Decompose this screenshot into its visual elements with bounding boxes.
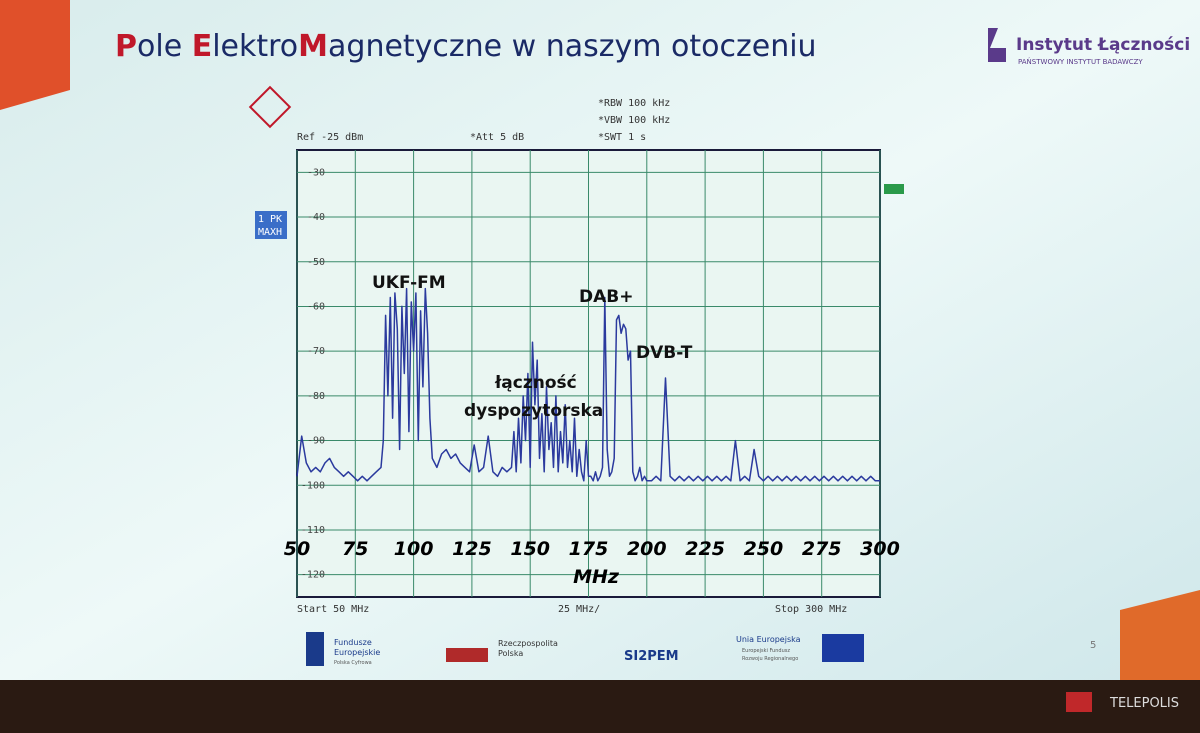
footer-logo: Rzeczpospolita [498,639,558,648]
plot: -30 -40 -50 -60 -70 -80 -90 -100 -110 -120 50 75 100… [284,149,900,598]
fe-logo [306,632,324,666]
y-tick-label: -60 [307,301,325,312]
corner [1120,590,1200,680]
side-label: 1 PK [258,214,282,225]
header: *VBW 100 kHz [598,115,670,126]
x-tick-label: 50 [284,538,310,560]
footer-logo: SI2PEM [624,649,679,664]
footer-logo: Fundusze [334,638,372,647]
room [0,680,1200,733]
title-part: P [115,29,137,64]
y-tick-label: -120 [301,570,325,581]
footer: 25 MHz/ [558,604,600,615]
header: Ref -25 dBm [297,132,363,143]
footer-logo: Europejskie [334,648,380,657]
title-part: ole [137,29,192,64]
y-tick-label: -110 [301,525,325,536]
annotation: dyspozytorska [464,401,603,421]
footer-logo: Unia Europejska [736,635,801,644]
eu-flag [822,634,864,662]
footer-logo: Polska [498,649,523,658]
pl-flag [446,648,488,662]
x-tick-label: 175 [569,538,609,560]
header: *RBW 100 kHz [598,98,670,109]
x-tick-label: 75 [342,538,368,560]
annotation: łączność [494,373,577,393]
footer-logo: Rozwoju Regionalnego [742,656,798,662]
x-tick-label: 225 [685,538,725,560]
rs-logo [248,85,292,129]
y-tick-label: -70 [307,346,325,357]
annotation: DVB-T [636,343,693,363]
title-part: agnetyczne w naszym otoczeniu [328,29,817,64]
title-part: M [298,29,328,64]
marker-box [884,184,904,194]
y-tick-label: -30 [307,167,325,178]
x-tick-label: 125 [452,538,492,560]
y-tick-label: -50 [307,257,325,268]
x-tick-label: 275 [802,538,842,560]
watermark-icon [1066,692,1092,712]
x-tick-label: 250 [744,538,784,560]
x-tick-label: 150 [510,538,550,560]
annotation: UKF-FM [372,273,446,293]
watermark: TELEPOLIS [1109,696,1179,711]
spectrum-trace [296,287,880,482]
header: *Att 5 dB [470,132,524,143]
slide-title: Pole ElektroMagnetyczne w naszym otoczen… [115,29,817,64]
page-number: 5 [1090,640,1096,651]
logo-sub: PAŃSTWOWY INSTYTUT BADAWCZY [1018,57,1143,66]
corner [0,0,70,110]
x-tick-label: 200 [627,538,667,560]
logo-text: Instytut Łączności [1016,35,1190,55]
y-tick-label: -80 [307,391,325,402]
y-tick-label: -100 [301,480,325,491]
header: *SWT 1 s [598,132,646,143]
title-part: E [192,29,213,64]
side-box [255,211,287,239]
side-label: MAXH [258,227,282,238]
footer-logo: Polska Cyfrowa [334,660,372,666]
logo-icon [988,28,1006,62]
y-tick-label: -90 [307,436,325,447]
y-tick-label: -40 [307,212,325,223]
footer: Stop 300 MHz [775,604,847,615]
annotation: DAB+ [579,287,633,307]
x-axis-label: MHz [573,566,620,588]
x-tick-label: 100 [394,538,434,560]
footer: Start 50 MHz [297,604,369,615]
footer-logo: Europejski Fundusz [742,648,790,654]
x-tick-label: 300 [860,538,900,560]
title-part: lektro [212,29,298,64]
